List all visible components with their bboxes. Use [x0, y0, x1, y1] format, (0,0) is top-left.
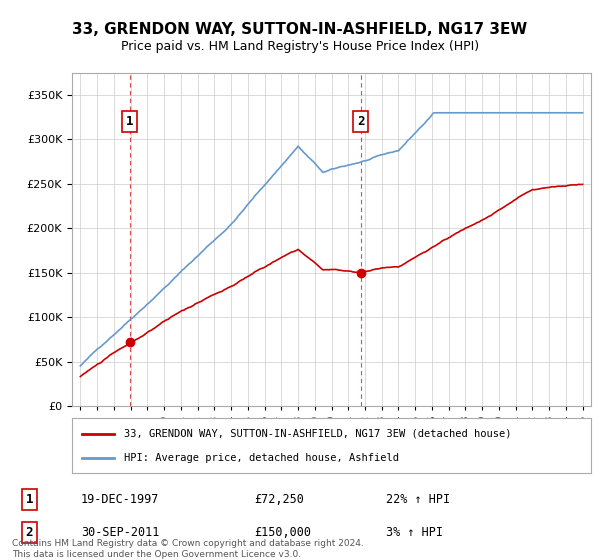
Text: 3% ↑ HPI: 3% ↑ HPI: [386, 526, 443, 539]
Text: 1: 1: [126, 115, 134, 128]
Text: 1: 1: [26, 493, 33, 506]
Text: 22% ↑ HPI: 22% ↑ HPI: [386, 493, 451, 506]
Text: 2: 2: [357, 115, 365, 128]
Text: £150,000: £150,000: [254, 526, 311, 539]
Text: £72,250: £72,250: [254, 493, 304, 506]
Text: 33, GRENDON WAY, SUTTON-IN-ASHFIELD, NG17 3EW (detached house): 33, GRENDON WAY, SUTTON-IN-ASHFIELD, NG1…: [124, 429, 511, 438]
Text: 2: 2: [26, 526, 33, 539]
Text: 30-SEP-2011: 30-SEP-2011: [81, 526, 160, 539]
Text: 19-DEC-1997: 19-DEC-1997: [81, 493, 160, 506]
Text: Contains HM Land Registry data © Crown copyright and database right 2024.
This d: Contains HM Land Registry data © Crown c…: [12, 539, 364, 559]
Text: 33, GRENDON WAY, SUTTON-IN-ASHFIELD, NG17 3EW: 33, GRENDON WAY, SUTTON-IN-ASHFIELD, NG1…: [73, 22, 527, 38]
Text: HPI: Average price, detached house, Ashfield: HPI: Average price, detached house, Ashf…: [124, 453, 399, 463]
Text: Price paid vs. HM Land Registry's House Price Index (HPI): Price paid vs. HM Land Registry's House …: [121, 40, 479, 53]
